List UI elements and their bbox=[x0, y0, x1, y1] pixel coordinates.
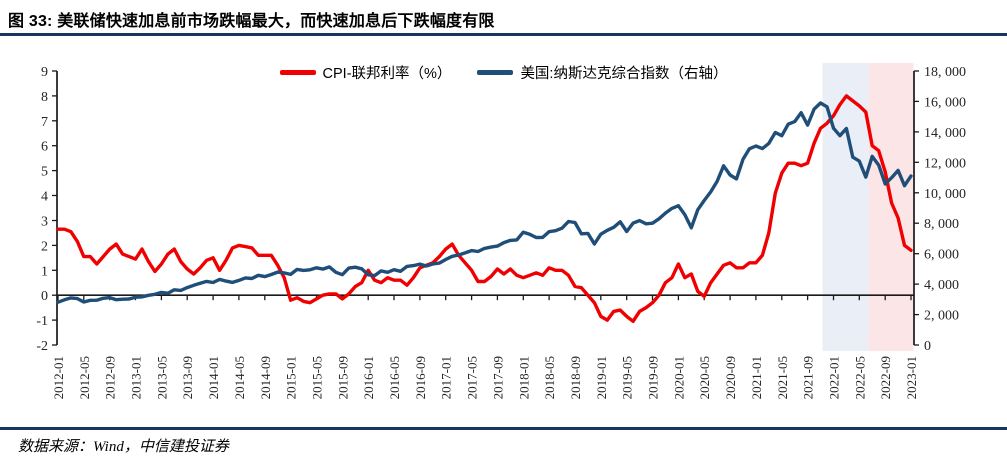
svg-text:3: 3 bbox=[41, 215, 48, 230]
svg-text:8, 000: 8, 000 bbox=[924, 217, 959, 232]
svg-text:2: 2 bbox=[41, 239, 48, 254]
svg-text:6, 000: 6, 000 bbox=[924, 248, 959, 263]
svg-text:2018-05: 2018-05 bbox=[542, 356, 557, 399]
svg-text:2013-09: 2013-09 bbox=[180, 356, 195, 399]
svg-text:1: 1 bbox=[41, 264, 48, 279]
svg-text:2017-05: 2017-05 bbox=[465, 356, 480, 399]
svg-text:2021-01: 2021-01 bbox=[749, 356, 764, 399]
svg-text:2, 000: 2, 000 bbox=[924, 309, 959, 324]
footer-divider bbox=[0, 427, 1007, 430]
legend-label-nasdaq: 美国:纳斯达克综合指数（右轴） bbox=[520, 66, 728, 82]
svg-text:2021-05: 2021-05 bbox=[775, 356, 790, 399]
svg-text:2012-09: 2012-09 bbox=[103, 356, 118, 399]
page-title: 图 33: 美联储快速加息前市场跌幅最大，而快速加息后下跌幅度有限 bbox=[8, 13, 495, 30]
svg-text:2013-05: 2013-05 bbox=[154, 356, 169, 399]
legend-label-cpi: CPI-联邦利率（%） bbox=[322, 66, 452, 82]
svg-text:9: 9 bbox=[41, 65, 48, 80]
svg-text:2018-09: 2018-09 bbox=[568, 356, 583, 399]
svg-text:5: 5 bbox=[41, 165, 48, 180]
svg-text:2018-01: 2018-01 bbox=[516, 356, 531, 399]
svg-text:2013-01: 2013-01 bbox=[129, 356, 144, 399]
svg-text:2014-09: 2014-09 bbox=[258, 356, 273, 399]
svg-text:2020-01: 2020-01 bbox=[671, 356, 686, 399]
svg-text:14, 000: 14, 000 bbox=[924, 126, 966, 141]
svg-text:2023-01: 2023-01 bbox=[904, 356, 919, 399]
chart-legend: CPI-联邦利率（%） 美国:纳斯达克综合指数（右轴） bbox=[0, 62, 1007, 83]
svg-text:2020-09: 2020-09 bbox=[723, 356, 738, 399]
svg-text:2017-09: 2017-09 bbox=[490, 356, 505, 399]
svg-text:2022-05: 2022-05 bbox=[852, 356, 867, 399]
legend-item-nasdaq: 美国:纳斯达克综合指数（右轴） bbox=[477, 62, 727, 83]
svg-text:4: 4 bbox=[41, 190, 48, 205]
svg-text:2016-05: 2016-05 bbox=[387, 356, 402, 399]
svg-text:-2: -2 bbox=[36, 339, 48, 354]
svg-text:4, 000: 4, 000 bbox=[924, 278, 959, 293]
svg-text:6: 6 bbox=[41, 140, 48, 155]
svg-text:2017-01: 2017-01 bbox=[439, 356, 454, 399]
svg-text:2021-09: 2021-09 bbox=[801, 356, 816, 399]
svg-text:18, 000: 18, 000 bbox=[924, 65, 966, 80]
svg-text:2016-01: 2016-01 bbox=[361, 356, 376, 399]
svg-text:2014-05: 2014-05 bbox=[232, 356, 247, 399]
title-divider bbox=[0, 33, 1007, 36]
svg-text:2015-09: 2015-09 bbox=[335, 356, 350, 399]
svg-text:0: 0 bbox=[924, 339, 931, 354]
svg-text:10, 000: 10, 000 bbox=[924, 187, 966, 202]
legend-item-cpi: CPI-联邦利率（%） bbox=[279, 62, 452, 83]
legend-swatch-nasdaq-line bbox=[477, 70, 514, 75]
svg-text:2019-01: 2019-01 bbox=[594, 356, 609, 399]
svg-text:2016-09: 2016-09 bbox=[413, 356, 428, 399]
svg-text:7: 7 bbox=[41, 115, 48, 130]
svg-text:16, 000: 16, 000 bbox=[924, 95, 966, 110]
svg-text:2019-05: 2019-05 bbox=[620, 356, 635, 399]
svg-text:2014-01: 2014-01 bbox=[206, 356, 221, 399]
svg-text:-1: -1 bbox=[36, 314, 48, 329]
svg-text:2015-01: 2015-01 bbox=[284, 356, 299, 399]
svg-text:12, 000: 12, 000 bbox=[924, 156, 966, 171]
svg-text:2012-01: 2012-01 bbox=[51, 356, 66, 399]
svg-text:2015-05: 2015-05 bbox=[310, 356, 325, 399]
svg-text:2022-09: 2022-09 bbox=[878, 356, 893, 399]
svg-text:2012-05: 2012-05 bbox=[77, 356, 92, 399]
svg-text:2020-05: 2020-05 bbox=[697, 356, 712, 399]
svg-text:0: 0 bbox=[41, 289, 48, 304]
data-source-note: 数据来源：Wind，中信建投证券 bbox=[18, 439, 229, 455]
svg-text:2022-01: 2022-01 bbox=[827, 356, 842, 399]
svg-text:2019-09: 2019-09 bbox=[646, 356, 661, 399]
svg-text:8: 8 bbox=[41, 90, 48, 105]
legend-swatch-cpi-line bbox=[279, 70, 316, 75]
